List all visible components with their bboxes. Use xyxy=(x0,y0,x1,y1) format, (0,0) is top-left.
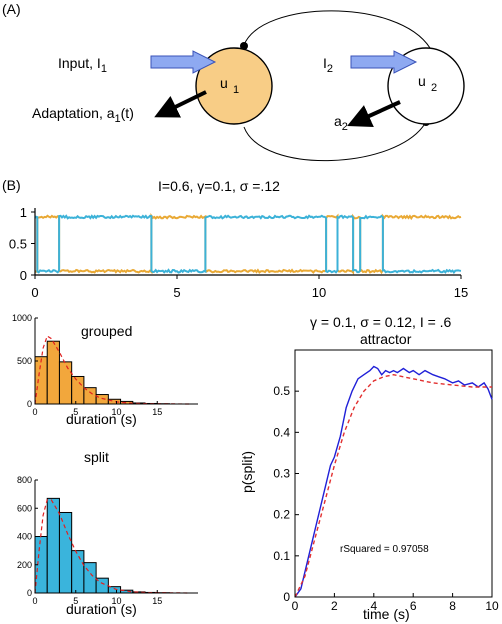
timeseries-xtick-label: 5 xyxy=(173,285,180,300)
grouped-ytick-label: 500 xyxy=(17,356,32,366)
timeseries-ytick-label: 0 xyxy=(20,268,27,283)
attractor-ytick-label: 0.5 xyxy=(273,384,290,398)
split-bar xyxy=(72,551,84,593)
panel-a-label: (A) xyxy=(2,1,21,17)
attractor-ytick-label: 0 xyxy=(283,590,290,604)
attractor-title: γ = 0.1, σ = 0.12, I = .6 xyxy=(310,314,452,330)
split-ytick-label: 400 xyxy=(17,532,32,542)
timeseries-xtick-label: 10 xyxy=(312,285,326,300)
attractor-ytick-label: 0.4 xyxy=(273,425,290,439)
grouped-xtick-label: 5 xyxy=(73,407,78,417)
panel-a: (A) u 1 u 2 Input, I1 Adaptation, a1(t) … xyxy=(2,1,464,161)
i2-label: I2 xyxy=(323,55,333,75)
grouped-xtick-label: 0 xyxy=(32,407,37,417)
split-bar xyxy=(84,563,96,593)
node-u1-sub: 1 xyxy=(233,84,239,96)
split-ytick-label: 200 xyxy=(17,560,32,570)
attractor-xtick-label: 8 xyxy=(449,599,456,613)
split-ytick-label: 0 xyxy=(27,588,32,598)
grouped-bar xyxy=(35,357,47,404)
attractor-ytick-label: 0.1 xyxy=(273,549,290,563)
node-u1-label: u xyxy=(220,75,228,91)
timeseries-plot: 00.510 5 10 15 xyxy=(9,205,468,300)
grouped-xtick-label: 15 xyxy=(152,407,162,417)
grouped-bar xyxy=(96,395,108,404)
attractor-xtick-label: 0 xyxy=(292,599,299,613)
split-ytick-label: 800 xyxy=(17,475,32,485)
timeseries-chart: I=0.6, γ=0.1, σ =.12 00.510 5 10 15 xyxy=(9,178,468,300)
timeseries-xtick-label: 0 xyxy=(31,285,38,300)
attractor-xtick-label: 4 xyxy=(370,599,377,613)
timeseries-line-1 xyxy=(35,216,461,273)
grouped-bar xyxy=(59,362,71,404)
attractor-xtick-label: 10 xyxy=(485,599,499,613)
attractor-ytick-label: 0.2 xyxy=(273,508,290,522)
adaptation-arrow-2 xyxy=(358,102,400,121)
split-plot: 0 200 400 600 800 0 5 10 15 xyxy=(17,475,198,606)
timeseries-title: I=0.6, γ=0.1, σ =.12 xyxy=(158,178,280,194)
grouped-ytick-label: 1000 xyxy=(12,313,32,323)
panel-b-label: (B) xyxy=(2,177,21,193)
split-xtick-label: 15 xyxy=(152,596,162,606)
split-bar xyxy=(108,587,120,593)
split-xtick-label: 5 xyxy=(73,596,78,606)
rsquared-annotation: rSquared = 0.97058 xyxy=(340,544,429,555)
timeseries-ytick-label: 1 xyxy=(20,205,27,220)
excitatory-connection-top xyxy=(244,11,430,48)
split-ytick-label: 600 xyxy=(17,503,32,513)
a2-label: a2 xyxy=(334,113,348,133)
attractor-plot: 0 0.1 0.2 0.3 0.4 0.5 0 2 4 6 8 10 xyxy=(273,350,499,613)
attractor-ytick-label: 0.3 xyxy=(273,467,290,481)
grouped-xtick-label: 10 xyxy=(111,407,121,417)
grouped-bar xyxy=(47,341,59,404)
attractor-subtitle: attractor xyxy=(360,331,412,347)
adaptation-label: Adaptation, a1(t) xyxy=(32,105,134,125)
attractor-chart: γ = 0.1, σ = 0.12, I = .6 attractor time… xyxy=(239,314,499,622)
attractor-xtick-label: 2 xyxy=(331,599,338,613)
split-title: split xyxy=(84,449,109,465)
node-u2-sub: 2 xyxy=(431,82,437,94)
attractor-line-0 xyxy=(295,367,492,598)
attractor-frame xyxy=(295,350,492,597)
grouped-bar xyxy=(72,376,84,404)
split-bar xyxy=(59,512,71,593)
timeseries-xtick-label: 15 xyxy=(454,285,468,300)
attractor-line-1 xyxy=(295,375,492,597)
input-label: Input, I1 xyxy=(58,55,107,75)
node-u2-label: u xyxy=(418,73,426,89)
grouped-title: grouped xyxy=(81,323,132,339)
timeseries-line-0 xyxy=(35,216,461,273)
grouped-ytick-label: 0 xyxy=(27,399,32,409)
split-xtick-label: 0 xyxy=(32,596,37,606)
timeseries-ytick-label: 0.5 xyxy=(9,237,27,252)
attractor-xtick-label: 6 xyxy=(410,599,417,613)
split-xtick-label: 10 xyxy=(111,596,121,606)
grouped-bar xyxy=(84,388,96,404)
attractor-ylabel: p(split) xyxy=(239,451,255,493)
split-bar xyxy=(47,498,59,593)
